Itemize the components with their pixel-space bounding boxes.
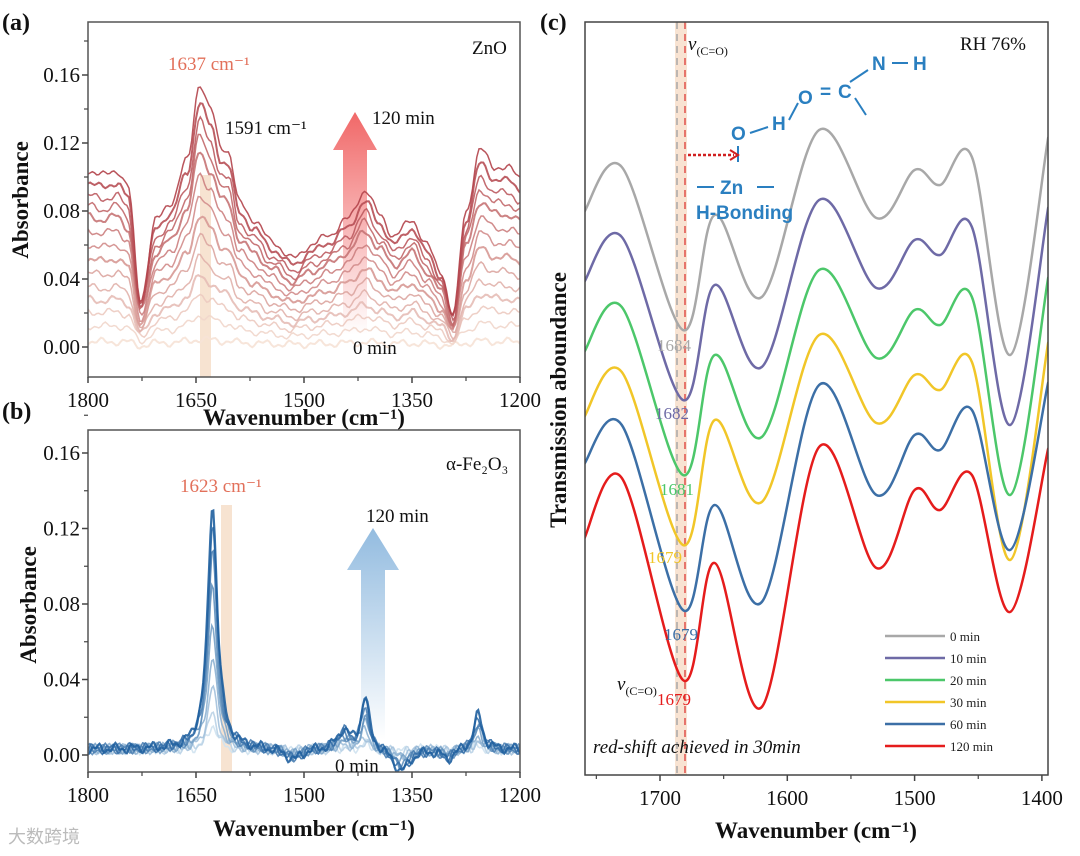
chem-n: N [872, 54, 886, 75]
panel-c-min-label: 1681 [660, 480, 694, 499]
panel-b-ytick-label: 0.00 [43, 743, 80, 767]
legend-label: 60 min [950, 717, 987, 732]
panel-c-nu-label-top: v(C=O) [688, 34, 728, 58]
panel-a-series-3 [88, 273, 520, 343]
panel-a-xtick-label: 1650 [175, 388, 217, 412]
panel-b-xtick-label: 1650 [175, 783, 217, 807]
panel-c-min-label: 1682 [655, 404, 689, 423]
panel-a-ytick-label: 0.08 [43, 199, 80, 223]
panel-c-series-20-min [585, 267, 1048, 497]
panel-a-xtick-label: 1500 [283, 388, 325, 412]
panel-b-xtick-label: 1500 [283, 783, 325, 807]
panel-c-series-0-min [585, 127, 1048, 357]
panel-b-peak-label: 1623 cm⁻¹ [180, 476, 262, 497]
panel-a-shoulder-label: 1591 cm⁻¹ [225, 118, 307, 139]
panel-a-series-13 [88, 86, 520, 318]
chem-zn: Zn [720, 178, 743, 199]
panel-a-arrow-top-label: 120 min [372, 108, 435, 129]
legend-label: 10 min [950, 651, 987, 666]
panel-b-arrow-top-label: 120 min [366, 506, 429, 527]
chem-o2: O [798, 88, 813, 109]
panel-a-series-1 [88, 314, 520, 346]
panel-a-letter: (a) [2, 10, 30, 36]
watermark-logo: 大数跨境 [8, 827, 80, 848]
panel-c-legend: 0 min 10 min 20 min 30 min 60 min 120 min [885, 629, 993, 754]
panel-a-xlabel: Wavenumber (cm⁻¹) [203, 405, 405, 430]
panel-c-letter: (c) [540, 10, 567, 36]
panel-a-series-6 [88, 215, 520, 330]
chem-eq: = [820, 82, 831, 103]
panel-b-xlabel: Wavenumber (cm⁻¹) [213, 816, 415, 841]
panel-a-xtick-label: 1800 [67, 388, 109, 412]
panel-a-peak-label: 1637 cm⁻¹ [168, 54, 250, 75]
chem-o1: O [731, 124, 746, 145]
panel-a-series-11 [88, 115, 520, 322]
panel-c-note: red-shift achieved in 30min [593, 737, 801, 758]
legend-label: 120 min [950, 739, 993, 754]
chem-hbond-label: H-Bonding [696, 203, 793, 224]
panel-b-xtick-label: 1800 [67, 783, 109, 807]
panel-b-ylabel: Absorbance [16, 546, 41, 664]
panel-b-series-6 [88, 549, 520, 772]
panel-b-ytick-label: 0.04 [43, 668, 80, 692]
panel-a-peak-band [200, 175, 211, 377]
panel-a-series-2 [88, 293, 520, 343]
panel-c-frame [584, 21, 1049, 776]
panel-c-series-60-min [585, 381, 1048, 613]
panel-b-ytick-label: 0.16 [43, 441, 80, 465]
panel-c-min-label: 1684 [657, 336, 692, 355]
legend-label: 30 min [950, 695, 987, 710]
panel-b-ytick-label: 0.08 [43, 592, 80, 616]
panel-b-chart: 1800 1650 1500 1350 1200 0.00 0.04 0.08 0.12 0.16… [16, 414, 541, 841]
chem-h2: H [913, 54, 927, 75]
panel-a-ytick-label: 0.12 [43, 131, 80, 155]
legend-label: 20 min [950, 673, 987, 688]
panel-c-xtick-label: 1600 [766, 786, 808, 810]
panel-a-ytick-label: 0.00 [43, 335, 80, 359]
panel-a-ytick-label: 0.04 [43, 267, 80, 291]
panel-a-xtick-label: 1350 [391, 388, 433, 412]
panel-c-ylabel: Transmission aboundance [546, 272, 571, 528]
panel-b-peak-band [221, 505, 232, 772]
panel-c-xtick-label: 1500 [894, 786, 936, 810]
panel-b-title: α-Fe₂O₃ [446, 454, 508, 475]
panel-a-chart: 1800 1650 1500 1350 1200 0.00 0.04 0.08 0.12 0.16… [8, 21, 541, 430]
panel-a-arrow-bottom-label: 0 min [353, 338, 397, 359]
panel-b-xtick-label: 1350 [391, 783, 433, 807]
panel-c-min-label: 1679 [648, 548, 682, 567]
panel-b-letter: (b) [2, 399, 31, 425]
panel-c-title: RH 76% [960, 34, 1026, 55]
panel-c-series-10-min [585, 197, 1048, 427]
h-bond-structure: O H O = C N H Zn H-Bonding [688, 54, 927, 224]
panel-b-ytick-label: 0.12 [43, 517, 80, 541]
panel-a-title: ZnO [472, 38, 507, 59]
chem-c: C [838, 82, 852, 103]
panel-b-series-8 [88, 508, 520, 772]
panel-c-xtick-label: 1700 [639, 786, 681, 810]
panel-c-min-label: 1679 [664, 625, 698, 644]
panel-a-xtick-label: 1200 [499, 388, 541, 412]
panel-b-frame [87, 429, 521, 773]
panel-a-series-4 [88, 253, 520, 341]
chem-h1: H [772, 114, 786, 135]
panel-c-series-30-min [585, 332, 1048, 562]
panel-a-ytick-label: 0.16 [43, 63, 80, 87]
panel-b-series-7 [88, 526, 520, 769]
panel-b-arrow-bottom-label: 0 min [335, 756, 379, 777]
panel-a-series-9 [88, 151, 520, 327]
panel-c-min-label: 1679 [657, 690, 691, 709]
panel-c-xlabel: Wavenumber (cm⁻¹) [715, 818, 917, 843]
panel-c-xtick-label: 1400 [1021, 786, 1063, 810]
panel-c-series-120-min [585, 443, 1048, 710]
panel-a-series-0 [88, 335, 520, 351]
panel-c-nu-label-bottom: v(C=O) [617, 674, 657, 698]
panel-b-time-arrow [347, 528, 399, 740]
panel-a-ylabel: Absorbance [8, 141, 33, 259]
panel-c-chart: 1700 1600 1500 1400 RH 76% v(C=O) v(C=O) re… [546, 21, 1063, 843]
panel-b-xtick-label: 1200 [499, 783, 541, 807]
legend-label: 0 min [950, 629, 980, 644]
